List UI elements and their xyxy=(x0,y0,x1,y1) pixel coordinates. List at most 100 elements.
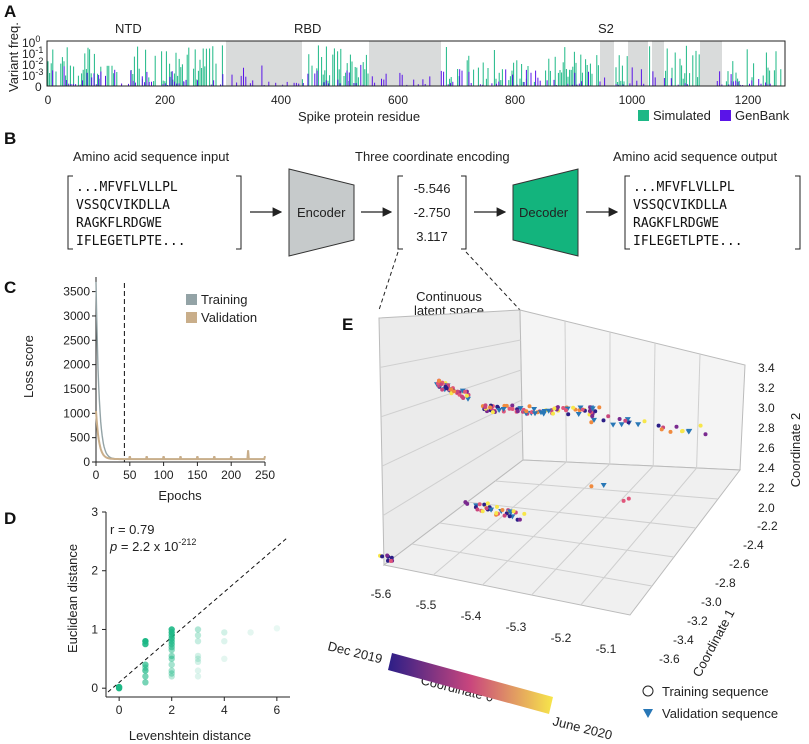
distance-point xyxy=(273,625,281,632)
training-point xyxy=(580,407,585,412)
panel-d-xlabel: Levenshtein distance xyxy=(129,728,251,743)
d-ytick-label: 3 xyxy=(91,505,98,519)
input-seq-line-4: IFLEGETLPTE... xyxy=(76,234,186,249)
distance-point xyxy=(194,626,202,633)
c-ytick-label: 3000 xyxy=(63,309,90,323)
validation-point xyxy=(465,396,471,402)
coord1-tick: -3.6 xyxy=(659,652,680,666)
a-xtick-800: 800 xyxy=(505,93,525,107)
training-point xyxy=(621,498,626,503)
panel-a-frame xyxy=(46,40,786,87)
panel-b: B Amino acid sequence input Three coordi… xyxy=(4,129,801,318)
identity-line xyxy=(107,537,288,693)
training-point xyxy=(440,387,445,392)
validation-point xyxy=(532,411,538,417)
training-point xyxy=(389,555,394,560)
validation-point xyxy=(610,422,617,428)
gridline xyxy=(467,501,697,529)
panel-c: C Loss score 050010001500200025003000350… xyxy=(4,277,275,503)
panel-d-ylabel: Euclidean distance xyxy=(65,544,80,653)
training-point xyxy=(522,511,527,516)
legend-validation-seq-label: Validation sequence xyxy=(662,706,778,721)
legend-validation-label: Validation xyxy=(201,310,257,325)
coord2-tick: 3.2 xyxy=(758,381,775,395)
output-seq-line-3: RAGKFLRDGWE xyxy=(633,216,719,231)
training-point xyxy=(552,406,557,411)
gridline xyxy=(652,342,656,467)
gridline xyxy=(531,465,654,596)
legend-genbank-swatch xyxy=(720,110,731,121)
coord0-tick: -5.5 xyxy=(416,598,437,612)
distance-point xyxy=(168,655,175,662)
training-point xyxy=(463,500,468,505)
validation-point xyxy=(600,483,607,488)
distance-point xyxy=(194,667,202,674)
input-seq-line-1: ...MFVFLVLLPL xyxy=(76,180,178,195)
coord2-tick: 3.0 xyxy=(758,401,775,415)
training-point xyxy=(659,427,664,432)
validation-point xyxy=(531,407,538,412)
training-point xyxy=(510,407,515,411)
training-point xyxy=(642,419,647,424)
coord2-tick: 2.2 xyxy=(758,481,775,495)
training-point xyxy=(452,389,456,394)
legend-validation-seq-marker xyxy=(643,709,653,718)
validation-point xyxy=(541,409,548,414)
gridline xyxy=(482,463,611,586)
region-s2: S2 xyxy=(598,21,614,36)
c-xtick-label: 250 xyxy=(255,468,275,482)
coord2-tick: 2.0 xyxy=(758,501,775,515)
coord1-tick: -2.8 xyxy=(715,576,736,590)
validation-point xyxy=(517,406,524,412)
validation-point xyxy=(577,405,584,411)
d-xtick-label: 2 xyxy=(168,703,175,717)
validation-point xyxy=(545,408,552,414)
a-xtick-400: 400 xyxy=(271,93,291,107)
panel-a-ylabel: Variant freq. xyxy=(6,22,21,92)
validation-loss-line xyxy=(95,410,266,461)
panel-a: A Variant freq. NTD RBD S2 100 10-1 10-2… xyxy=(4,2,790,124)
encoder-label: Encoder xyxy=(297,205,346,220)
panel-c-ylabel: Loss score xyxy=(21,335,36,398)
legend-validation-swatch xyxy=(186,312,197,323)
validation-point xyxy=(459,388,466,394)
gap-region-6 xyxy=(700,41,722,86)
a-xtick-200: 200 xyxy=(155,93,175,107)
c-ytick-label: 1000 xyxy=(63,406,90,420)
coord2-tick: 2.6 xyxy=(758,441,775,455)
training-point xyxy=(656,423,661,428)
distance-point xyxy=(142,679,149,686)
d-ytick-label: 2 xyxy=(91,564,98,578)
annotation-p-symbol: p xyxy=(109,539,117,554)
training-point xyxy=(385,553,390,558)
output-title: Amino acid sequence output xyxy=(613,149,777,164)
legend-training-seq-marker xyxy=(642,685,654,697)
training-point xyxy=(490,410,495,415)
d-xtick-label: 4 xyxy=(221,703,228,717)
coord1-tick: -2.6 xyxy=(729,557,750,571)
coord0-tick: -5.2 xyxy=(551,631,572,645)
training-point xyxy=(504,403,509,408)
gridline xyxy=(432,461,567,576)
distance-point xyxy=(194,655,202,662)
distance-point xyxy=(168,667,175,674)
latent-label-line1: Continuous xyxy=(416,289,482,304)
pane-back xyxy=(519,309,746,471)
panel-a-xlabel: Spike protein residue xyxy=(298,109,420,124)
coord2-tick: 3.4 xyxy=(758,361,775,375)
c-xtick-label: 0 xyxy=(93,468,100,482)
c-ytick-label: 3500 xyxy=(63,285,90,299)
training-point xyxy=(494,511,499,516)
training-point xyxy=(464,393,469,398)
validation-point xyxy=(624,417,631,423)
training-point xyxy=(527,404,532,409)
legend-genbank-label: GenBank xyxy=(735,108,790,123)
training-point xyxy=(388,559,393,563)
coord0-tick: -5.3 xyxy=(506,620,527,634)
panel-d-label: D xyxy=(4,509,16,528)
coord-bracket-right xyxy=(461,175,467,250)
distance-point xyxy=(221,629,228,636)
c-ytick-label: 500 xyxy=(70,431,90,445)
panel-c-xticks: 0 50 100 150 200 250 xyxy=(93,462,275,482)
